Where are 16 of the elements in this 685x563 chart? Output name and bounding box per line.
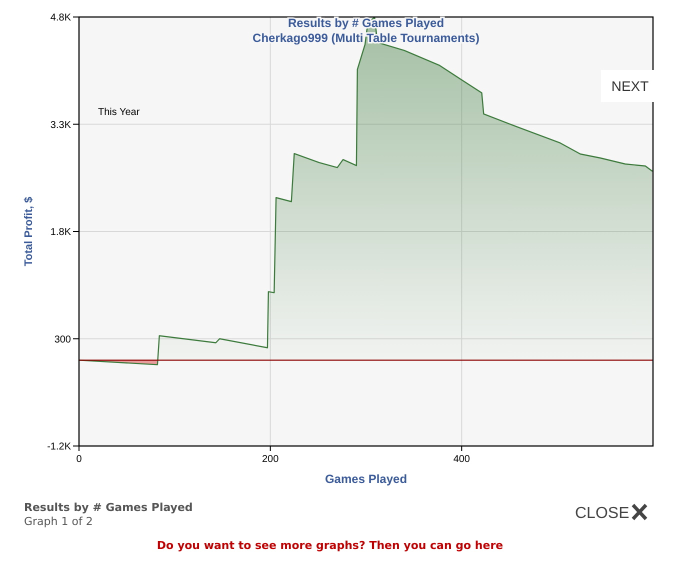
y-tick-label: 300 <box>54 334 72 346</box>
y-tick-label: 4.8K <box>50 12 72 24</box>
x-axis-title: Games Played <box>324 472 408 486</box>
y-tick-label: -1.2K <box>47 442 72 452</box>
y-tick-label: 3.3K <box>50 120 72 131</box>
x-tick-label: 200 <box>262 454 280 465</box>
y-axis-title: Total Profit, $ <box>23 196 35 266</box>
x-tick-label: 0 <box>76 454 82 465</box>
x-tick-label: 400 <box>453 454 470 465</box>
annotation: This Year <box>98 107 140 118</box>
text: Results by # Games Played <box>24 501 193 514</box>
text: CLOSE <box>575 505 630 522</box>
caption: Graph 1 of 2 <box>24 515 93 528</box>
annotation: NEXT <box>611 78 650 94</box>
text: Do you want to see more graphs? Then you can go here <box>156 539 504 552</box>
y-tick-label: 1.8K <box>50 227 72 238</box>
